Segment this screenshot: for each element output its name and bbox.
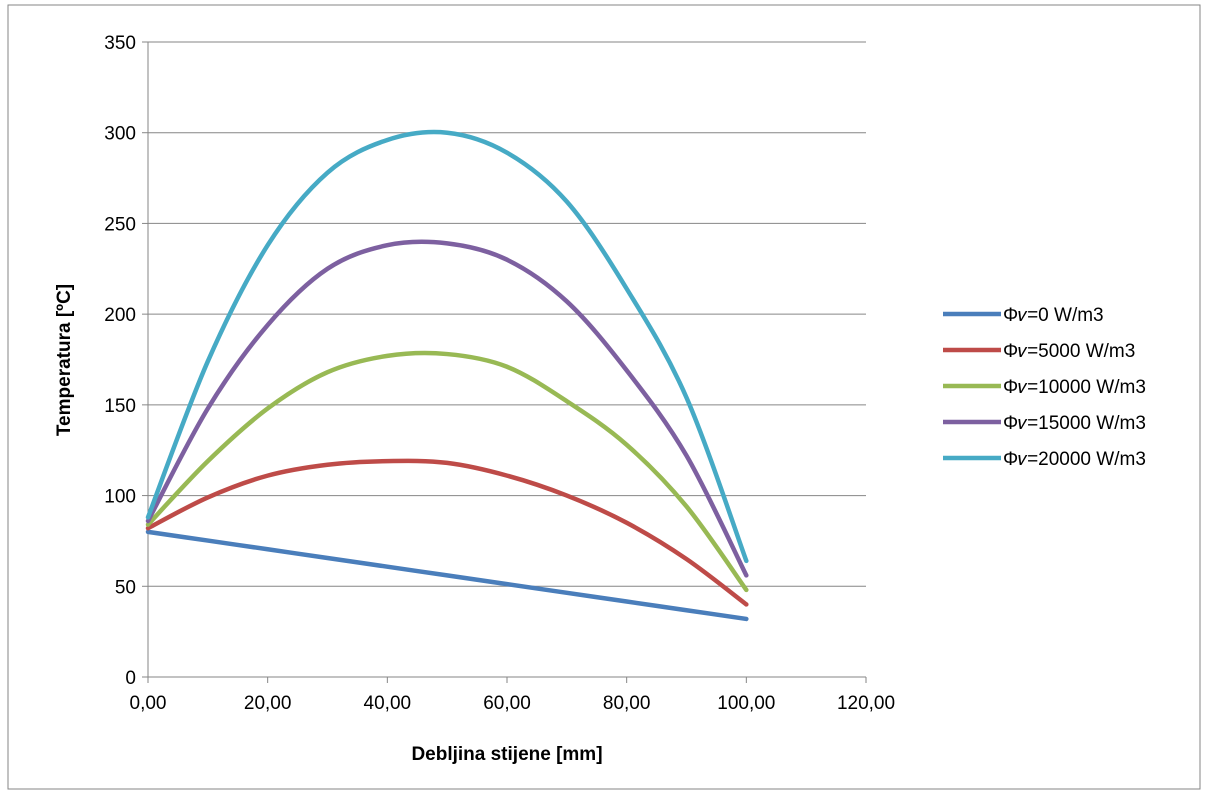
axes: 0 50 100 150 200 250 300 350 0,00 20,00 40,00 60,00… [104, 33, 895, 714]
chart-border [7, 4, 1201, 790]
y-tick-label: 150 [104, 396, 136, 417]
x-tick-label: 0,00 [130, 693, 167, 714]
y-tick-label: 250 [104, 214, 136, 235]
x-tick-label: 40,00 [364, 693, 412, 714]
x-tick-label: 120,00 [837, 693, 895, 714]
legend-label-1: Φ𝑣=0 W/m3 [1003, 305, 1104, 326]
y-tick-label: 350 [104, 33, 136, 54]
x-axis-title: Debljina stijene [mm] [411, 744, 602, 765]
series-line-4 [145, 239, 749, 578]
y-tick-label: 0 [125, 668, 136, 689]
legend-label-4: Φ𝑣=15000 W/m3 [1003, 413, 1146, 434]
x-tick-label: 80,00 [603, 693, 651, 714]
y-tick-label: 300 [104, 124, 136, 145]
y-axis-title: Temperatura [ºC] [54, 284, 75, 436]
x-tick-label: 60,00 [483, 693, 531, 714]
x-tick-label: 100,00 [717, 693, 775, 714]
y-tick-label: 50 [115, 577, 136, 598]
legend-label-3: Φ𝑣=10000 W/m3 [1003, 377, 1146, 398]
y-tick-label: 100 [104, 487, 136, 508]
y-tick-label: 200 [104, 305, 136, 326]
series-line-2 [145, 458, 749, 607]
legend: Φ𝑣=0 W/m3 Φ𝑣=5000 W/m3 Φ𝑣=10000 W/m3 Φ𝑣=150… [943, 305, 1146, 470]
series-lines [145, 129, 749, 622]
legend-label-5: Φ𝑣=20000 W/m3 [1003, 449, 1146, 470]
legend-label-2: Φ𝑣=5000 W/m3 [1003, 341, 1135, 362]
series-line-1 [145, 529, 749, 622]
series-line-5 [145, 129, 749, 564]
series-line-3 [145, 350, 749, 593]
x-tick-label: 20,00 [244, 693, 292, 714]
